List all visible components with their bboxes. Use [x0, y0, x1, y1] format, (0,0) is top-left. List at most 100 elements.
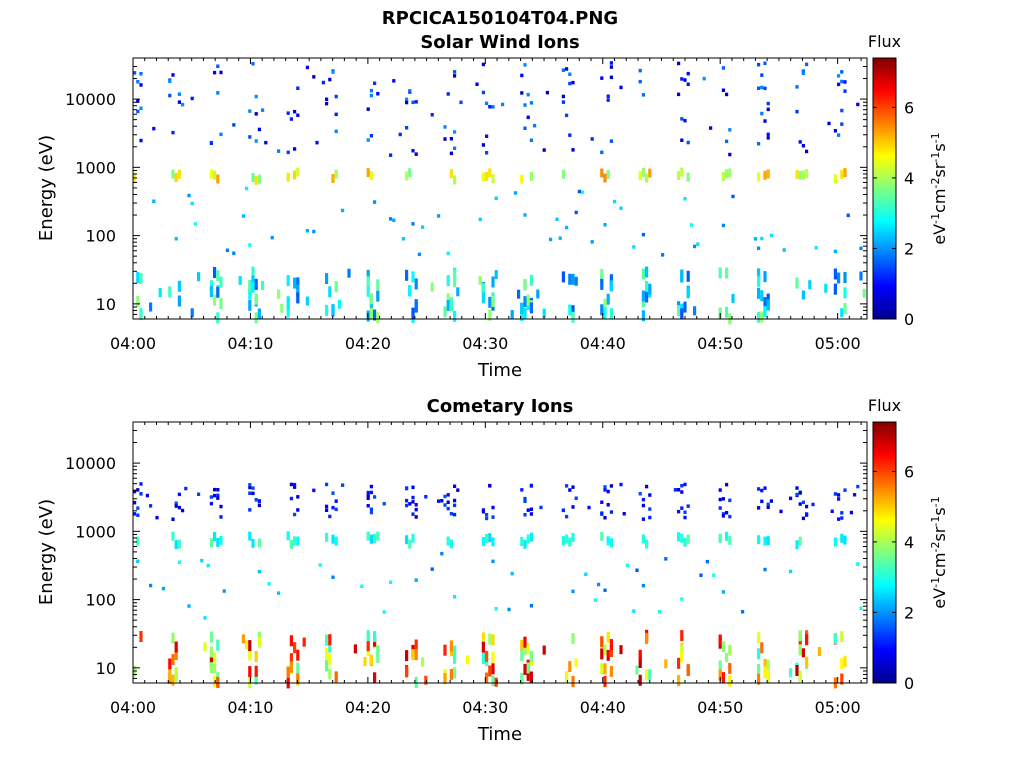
heatmap-cell	[382, 610, 386, 614]
heatmap-cell	[766, 299, 770, 311]
unit-base: sr	[930, 526, 949, 541]
heatmap-cell	[293, 536, 297, 546]
heatmap-cell	[801, 500, 805, 505]
heatmap-cell	[174, 649, 178, 660]
heatmap-cell	[136, 488, 140, 492]
heatmap-cell	[485, 672, 489, 684]
heatmap-cell	[216, 64, 220, 68]
heatmap-cell	[449, 668, 453, 680]
heatmap-cell	[789, 496, 793, 501]
heatmap-cell	[289, 653, 293, 665]
panel-title: Cometary Ions	[427, 396, 574, 417]
unit-exponent: -2	[929, 178, 942, 189]
heatmap-cell	[136, 295, 140, 307]
heatmap-cell	[411, 222, 415, 226]
heatmap-cell	[721, 590, 725, 594]
heatmap-cell	[718, 669, 722, 681]
heatmap-cell	[568, 304, 572, 316]
heatmap-cell	[286, 150, 290, 155]
heatmap-cell	[718, 533, 722, 543]
heatmap-cell	[219, 70, 223, 75]
heatmap-cell	[721, 672, 725, 684]
heatmap-cell	[808, 280, 812, 290]
heatmap-cell	[520, 174, 524, 184]
heatmap-cell	[801, 516, 805, 521]
heatmap-cell	[641, 93, 645, 97]
heatmap-cell	[833, 283, 837, 295]
heatmap-cell	[293, 147, 297, 151]
heatmap-cell	[571, 485, 575, 489]
heatmap-cell	[721, 223, 725, 228]
heatmap-cell	[859, 246, 863, 251]
heatmap-cell	[136, 99, 140, 103]
heatmap-cell	[488, 633, 492, 645]
heatmap-cell	[405, 650, 409, 662]
heatmap-cell	[187, 193, 191, 198]
y-tick-label: 1000	[75, 522, 116, 541]
heatmap-cell	[136, 536, 140, 546]
heatmap-cell	[686, 172, 690, 182]
heatmap-cell	[213, 676, 217, 687]
heatmap-cell	[757, 172, 761, 182]
heatmap-cell	[725, 511, 729, 515]
heatmap-cell	[136, 559, 140, 563]
heatmap-cell	[763, 486, 767, 490]
heatmap-cell	[526, 669, 530, 681]
heatmap-cell	[414, 639, 418, 651]
heatmap-cell	[261, 108, 265, 112]
heatmap-cell	[600, 663, 604, 675]
heatmap-cell	[245, 186, 249, 191]
colorbar-gradient	[872, 421, 897, 684]
heatmap-cell	[641, 503, 645, 508]
heatmap-cell	[405, 97, 409, 102]
heatmap-cell	[293, 642, 297, 654]
heatmap-cell	[331, 174, 335, 183]
colorbar-gradient	[872, 57, 897, 320]
heatmap-cell	[805, 512, 809, 516]
heatmap-cell	[523, 103, 527, 107]
heatmap-cell	[757, 311, 761, 323]
heatmap-cell	[328, 286, 332, 298]
heatmap-cell	[389, 580, 393, 584]
heatmap-cell	[840, 533, 844, 543]
heatmap-cell	[619, 85, 623, 90]
heatmap-cell	[833, 537, 837, 547]
heatmap-cell	[209, 495, 213, 499]
heatmap-cell	[606, 503, 610, 507]
heatmap-cell	[251, 275, 255, 287]
heatmap-cell	[305, 296, 309, 306]
heatmap-cell	[251, 281, 255, 293]
heatmap-cell	[721, 512, 725, 516]
x-axis: 04:00 04:10 04:20 04:30 04:40 04:50 05:00	[110, 422, 862, 717]
heatmap-cell	[805, 169, 809, 178]
heatmap-cell	[277, 591, 281, 595]
heatmap-cell	[328, 641, 332, 653]
heatmap-cell	[568, 661, 572, 673]
heatmap-cell	[840, 308, 844, 318]
heatmap-cell	[254, 293, 258, 305]
heatmap-cell	[609, 510, 613, 514]
heatmap-cell	[293, 170, 297, 180]
y-axis-label: Energy (eV)	[36, 135, 57, 241]
heatmap-cell	[296, 86, 300, 90]
heatmap-cell	[571, 311, 575, 323]
heatmap-cell	[424, 495, 428, 499]
heatmap-cell	[523, 539, 527, 549]
heatmap-cell	[414, 299, 418, 311]
heatmap-cell	[840, 511, 844, 515]
heatmap-cell	[289, 496, 293, 501]
heatmap-cell	[561, 169, 565, 179]
heatmap-cell	[414, 278, 418, 290]
heatmap-cell	[766, 101, 770, 106]
heatmap-cell	[392, 79, 396, 83]
heatmap-cell	[574, 496, 578, 500]
heatmap-cell	[721, 641, 725, 653]
heatmap-cell	[686, 287, 690, 299]
heatmap-cell	[149, 504, 153, 508]
heatmap-cell	[213, 487, 217, 492]
heatmap-cell	[168, 658, 172, 670]
heatmap-cell	[305, 229, 309, 233]
heatmap-cell	[293, 485, 297, 489]
heatmap-cell	[837, 74, 841, 78]
unit-exponent: -1	[929, 132, 942, 143]
